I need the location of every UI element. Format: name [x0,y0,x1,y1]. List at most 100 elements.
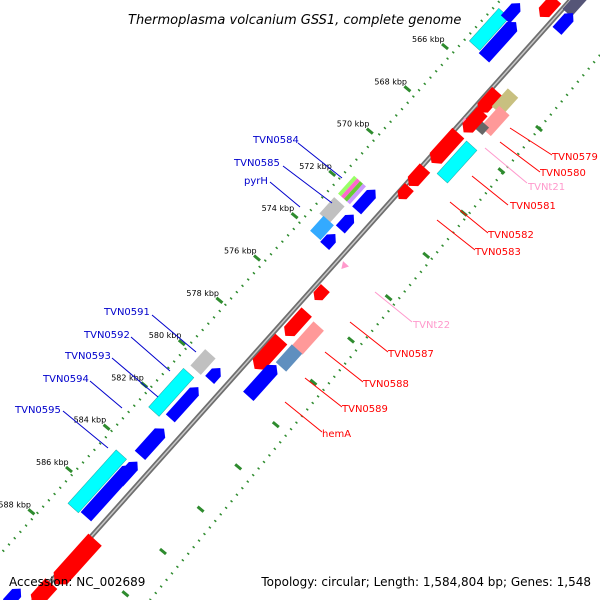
tick-label: 566 kbp [412,35,445,44]
tick-mark [328,169,337,178]
leader-tvnt21 [484,147,528,184]
map-title: Thermoplasma volcanium GSS1, complete ge… [128,13,461,28]
tick-mark [403,85,412,93]
gene-cyan-pyrh [310,215,334,241]
gene-blue-0595c [114,461,138,487]
tick-label: 588 kbp [0,500,31,509]
label-tvnt22: TVNt22 [412,320,450,331]
tick-mark [441,42,449,51]
gene-red-0583 [397,183,414,200]
label-tvn0584: TVN0584 [252,135,299,146]
label-tvn0594: TVN0594 [42,374,89,385]
label-tvn0579: TVN0579 [551,152,598,163]
label-hema: hemA [322,429,351,440]
gene-labels: TVN0584 TVN0585 pyrH TVN0591 TVN0592 TVN… [14,135,598,440]
gene-blue-0591b [205,368,221,384]
leader-tvn0583 [436,219,476,251]
gene-grey-0585 [319,197,345,223]
tick-label: 578 kbp [186,289,219,298]
gene-red-0581 [429,127,465,164]
leader-tvn0588 [324,351,364,383]
leader-tvn0585 [282,165,333,204]
leader-pyrh [269,181,301,208]
tick-mark-inner [535,124,543,133]
gene-blue-0585b [320,234,336,250]
gene-blue-0592b [165,387,199,423]
gene-red-top-right [538,0,562,18]
tick-label: 568 kbp [374,77,407,86]
tick-mark-inner [309,378,318,386]
gene-red-bottom-2 [30,578,58,600]
label-tvn0592: TVN0592 [83,330,130,341]
label-tvn0593: TVN0593 [64,351,111,362]
gene-red-0587 [313,284,330,301]
tick-mark-inner [234,463,243,471]
gene-multi-top-right [562,0,588,17]
gene-red-0589 [252,333,288,370]
tick-mark [27,508,36,516]
label-tvn0589: TVN0589 [341,404,388,415]
label-pyrh: pyrH [244,176,268,187]
label-tvn0585: TVN0585 [233,158,280,169]
tick-mark-inner [271,420,280,429]
gene-blue-bottom [2,588,22,600]
leader-hema [284,401,323,433]
genome-summary-text: Topology: circular; Length: 1,584,804 bp… [260,575,591,589]
tick-label: 584 kbp [74,416,107,425]
gene-multicolor-0584 [338,175,366,205]
accession-text: Accession: NC_002689 [9,575,145,589]
tick-mark [65,465,73,474]
leader-tvn0591 [151,314,197,353]
tick-mark [365,127,374,135]
leader-tvn0592 [130,336,171,372]
tick-label: 580 kbp [149,331,182,340]
tick-mark [177,338,186,347]
label-tvn0581: TVN0581 [509,201,556,212]
tick-mark-inner [347,336,355,344]
leader-tvn0581 [471,175,509,206]
tick-mark [290,212,299,220]
tick-mark-inner [121,590,130,598]
tick-label: 586 kbp [36,458,69,467]
label-tvn0595: TVN0595 [14,405,61,416]
label-tvn0588: TVN0588 [362,379,409,390]
forward-strand-genes [2,86,519,600]
leader-tvn0587 [349,321,389,353]
tick-track-inner [149,54,600,600]
trna-tvnt22 [341,261,349,269]
gene-salmon-0588 [292,321,324,355]
gene-blue-0594 [134,428,166,461]
tick-mark-inner [497,167,506,175]
tick-mark-inner [159,547,167,556]
leader-tvn0582 [449,201,489,234]
tick-label: 570 kbp [337,120,370,129]
label-tvnt21: TVNt21 [527,182,565,193]
label-leaders [62,127,553,449]
label-tvn0580: TVN0580 [539,168,586,179]
gene-blue-0584b [352,189,376,215]
tick-mark [253,254,261,262]
label-tvn0591: TVN0591 [103,307,150,318]
gene-red-0582 [407,163,431,187]
gene-red-0580b [462,106,488,133]
gene-blue-hema [243,364,278,402]
tick-label: 576 kbp [224,247,257,256]
tick-label: 574 kbp [262,204,295,213]
leader-tvn0594 [89,380,123,409]
gene-steel-0589 [275,344,303,372]
tick-mark [102,423,111,431]
tick-label: 572 kbp [299,162,332,171]
label-tvn0587: TVN0587 [387,349,434,360]
leader-tvn0589 [304,377,343,408]
gene-cyan-0582 [436,140,478,184]
gene-cyan-0595 [67,449,127,514]
tick-label: 582 kbp [111,373,144,382]
label-tvn0583: TVN0583 [474,247,521,258]
tick-mark-inner [422,251,431,260]
gene-blue-top [478,21,518,63]
gene-red-0579 [477,86,503,113]
gene-blue-top-right [552,13,574,35]
gene-red-0588 [284,307,312,337]
gene-cyan-0592 [148,367,195,417]
